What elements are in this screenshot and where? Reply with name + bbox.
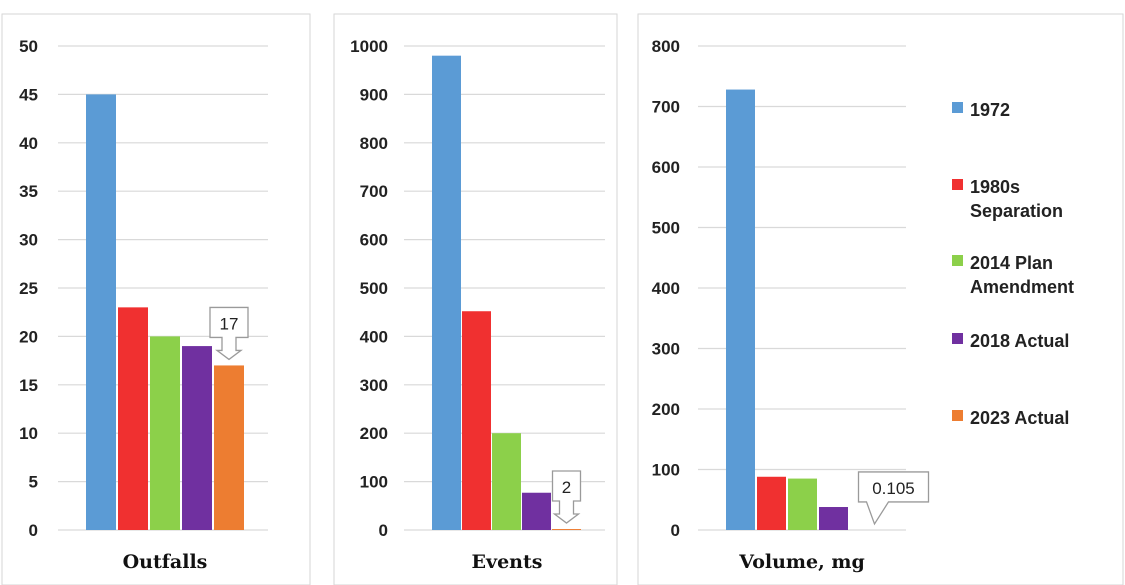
legend-label: Amendment	[970, 277, 1074, 297]
y-tick-label: 500	[652, 219, 680, 238]
legend-swatch	[952, 102, 963, 113]
legend-label: 1972	[970, 100, 1010, 120]
y-tick-label: 15	[19, 376, 38, 395]
callout-label: 2	[562, 478, 571, 497]
bar-2014-plan-amendment	[150, 336, 180, 530]
y-tick-label: 200	[360, 424, 388, 443]
legend-label: Separation	[970, 201, 1063, 221]
y-tick-label: 100	[652, 461, 680, 480]
bar-1972	[432, 55, 461, 531]
callout-box	[209, 306, 249, 361]
y-tick-label: 400	[652, 279, 680, 298]
legend-swatch	[952, 410, 963, 421]
y-tick-label: 50	[19, 37, 38, 56]
y-tick-label: 25	[19, 279, 38, 298]
legend-label: 2023 Actual	[970, 408, 1069, 428]
legend-swatch	[952, 179, 963, 190]
bar-2023-actual	[214, 365, 244, 530]
y-tick-label: 600	[652, 158, 680, 177]
bar-2023-actual	[552, 529, 581, 530]
legend: 1972 1980s Separation 2014 Plan Amendment 201…	[952, 100, 1074, 428]
y-tick-label: 5	[29, 473, 38, 492]
callout-box	[551, 470, 582, 524]
y-tick-label: 800	[360, 134, 388, 153]
y-tick-label: 800	[652, 37, 680, 56]
bar-2018-actual	[182, 346, 212, 530]
x-axis-label: Outfalls	[123, 551, 208, 573]
bar-2018-actual	[819, 507, 848, 530]
y-tick-label: 100	[360, 473, 388, 492]
y-tick-label: 20	[19, 327, 38, 346]
y-tick-label: 400	[360, 327, 388, 346]
y-tick-label: 0	[29, 521, 38, 540]
bar-1980s-separation	[118, 307, 148, 530]
y-tick-label: 300	[652, 340, 680, 359]
chart-panel-2: 0 100 200 300 400 500 600 700 800 0.105 Volume, mg	[637, 13, 1124, 585]
y-tick-label: 300	[360, 376, 388, 395]
bar-1972	[86, 94, 116, 531]
y-tick-label: 30	[19, 231, 38, 250]
y-tick-label: 200	[652, 400, 680, 419]
callout-box	[857, 471, 930, 526]
bar-1972	[726, 89, 755, 530]
legend-label: 1980s	[970, 177, 1020, 197]
y-tick-label: 700	[360, 182, 388, 201]
y-tick-label: 10	[19, 424, 38, 443]
y-tick-label: 700	[652, 98, 680, 117]
chart-panel-0: 0 5 10 15 20 25 30 35 40 45 50 17 Outfalls	[1, 13, 311, 585]
y-tick-label: 1000	[350, 37, 388, 56]
y-tick-label: 0	[671, 521, 680, 540]
y-tick-label: 500	[360, 279, 388, 298]
legend-swatch	[952, 255, 963, 266]
bar-2014-plan-amendment	[788, 478, 817, 530]
legend-label: 2018 Actual	[970, 331, 1069, 351]
bar-2018-actual	[522, 492, 551, 530]
y-tick-label: 40	[19, 134, 38, 153]
y-tick-label: 45	[19, 85, 38, 104]
y-tick-label: 900	[360, 85, 388, 104]
y-tick-label: 35	[19, 182, 38, 201]
y-tick-label: 600	[360, 231, 388, 250]
chart-panel-1: 0 100 200 300 400 500 600 700 800 900 1000 2 Events	[333, 13, 618, 585]
bar-1980s-separation	[757, 476, 786, 530]
y-tick-label: 0	[379, 521, 388, 540]
x-axis-label: Events	[472, 551, 543, 573]
bar-2014-plan-amendment	[492, 433, 521, 530]
legend-swatch	[952, 333, 963, 344]
legend-label: 2014 Plan	[970, 253, 1053, 273]
callout-label: 17	[220, 314, 239, 333]
x-axis-label: Volume, mg	[738, 551, 865, 573]
bar-1980s-separation	[462, 311, 491, 530]
callout-label: 0.105	[872, 479, 915, 498]
